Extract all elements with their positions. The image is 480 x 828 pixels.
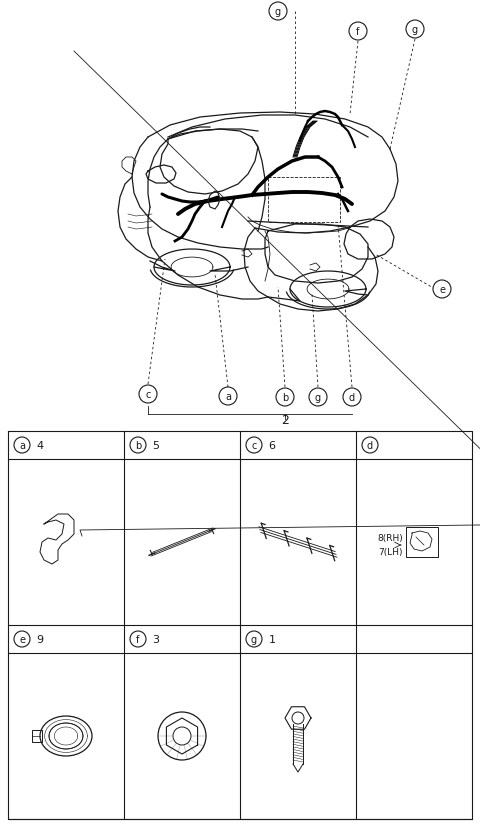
Text: b: b xyxy=(135,440,141,450)
Circle shape xyxy=(14,631,30,647)
Text: 8(RH): 8(RH) xyxy=(377,534,403,543)
Circle shape xyxy=(269,3,287,21)
Text: g: g xyxy=(412,25,418,35)
Text: 6: 6 xyxy=(268,440,276,450)
Text: f: f xyxy=(136,634,140,644)
Text: e: e xyxy=(19,634,25,644)
Circle shape xyxy=(219,388,237,406)
Text: e: e xyxy=(439,285,445,295)
Text: 1: 1 xyxy=(268,634,276,644)
Text: 2: 2 xyxy=(281,413,289,426)
Bar xyxy=(406,527,438,557)
Circle shape xyxy=(130,437,146,454)
Text: c: c xyxy=(252,440,257,450)
Bar xyxy=(268,178,340,223)
Circle shape xyxy=(246,631,262,647)
Bar xyxy=(32,730,42,742)
Text: g: g xyxy=(315,392,321,402)
Text: d: d xyxy=(349,392,355,402)
Circle shape xyxy=(309,388,327,407)
Text: b: b xyxy=(282,392,288,402)
Text: 7(LH): 7(LH) xyxy=(378,548,402,556)
Text: a: a xyxy=(225,392,231,402)
Circle shape xyxy=(246,437,262,454)
Text: g: g xyxy=(275,7,281,17)
Text: 9: 9 xyxy=(36,634,44,644)
Text: 5: 5 xyxy=(153,440,159,450)
Circle shape xyxy=(343,388,361,407)
Text: g: g xyxy=(251,634,257,644)
Circle shape xyxy=(14,437,30,454)
Circle shape xyxy=(130,631,146,647)
Circle shape xyxy=(139,386,157,403)
Text: a: a xyxy=(19,440,25,450)
Circle shape xyxy=(276,388,294,407)
Circle shape xyxy=(406,21,424,39)
Circle shape xyxy=(362,437,378,454)
Text: d: d xyxy=(367,440,373,450)
Circle shape xyxy=(433,281,451,299)
Text: f: f xyxy=(356,27,360,37)
Circle shape xyxy=(349,23,367,41)
Text: 4: 4 xyxy=(36,440,44,450)
Text: 3: 3 xyxy=(153,634,159,644)
Text: c: c xyxy=(145,389,151,400)
